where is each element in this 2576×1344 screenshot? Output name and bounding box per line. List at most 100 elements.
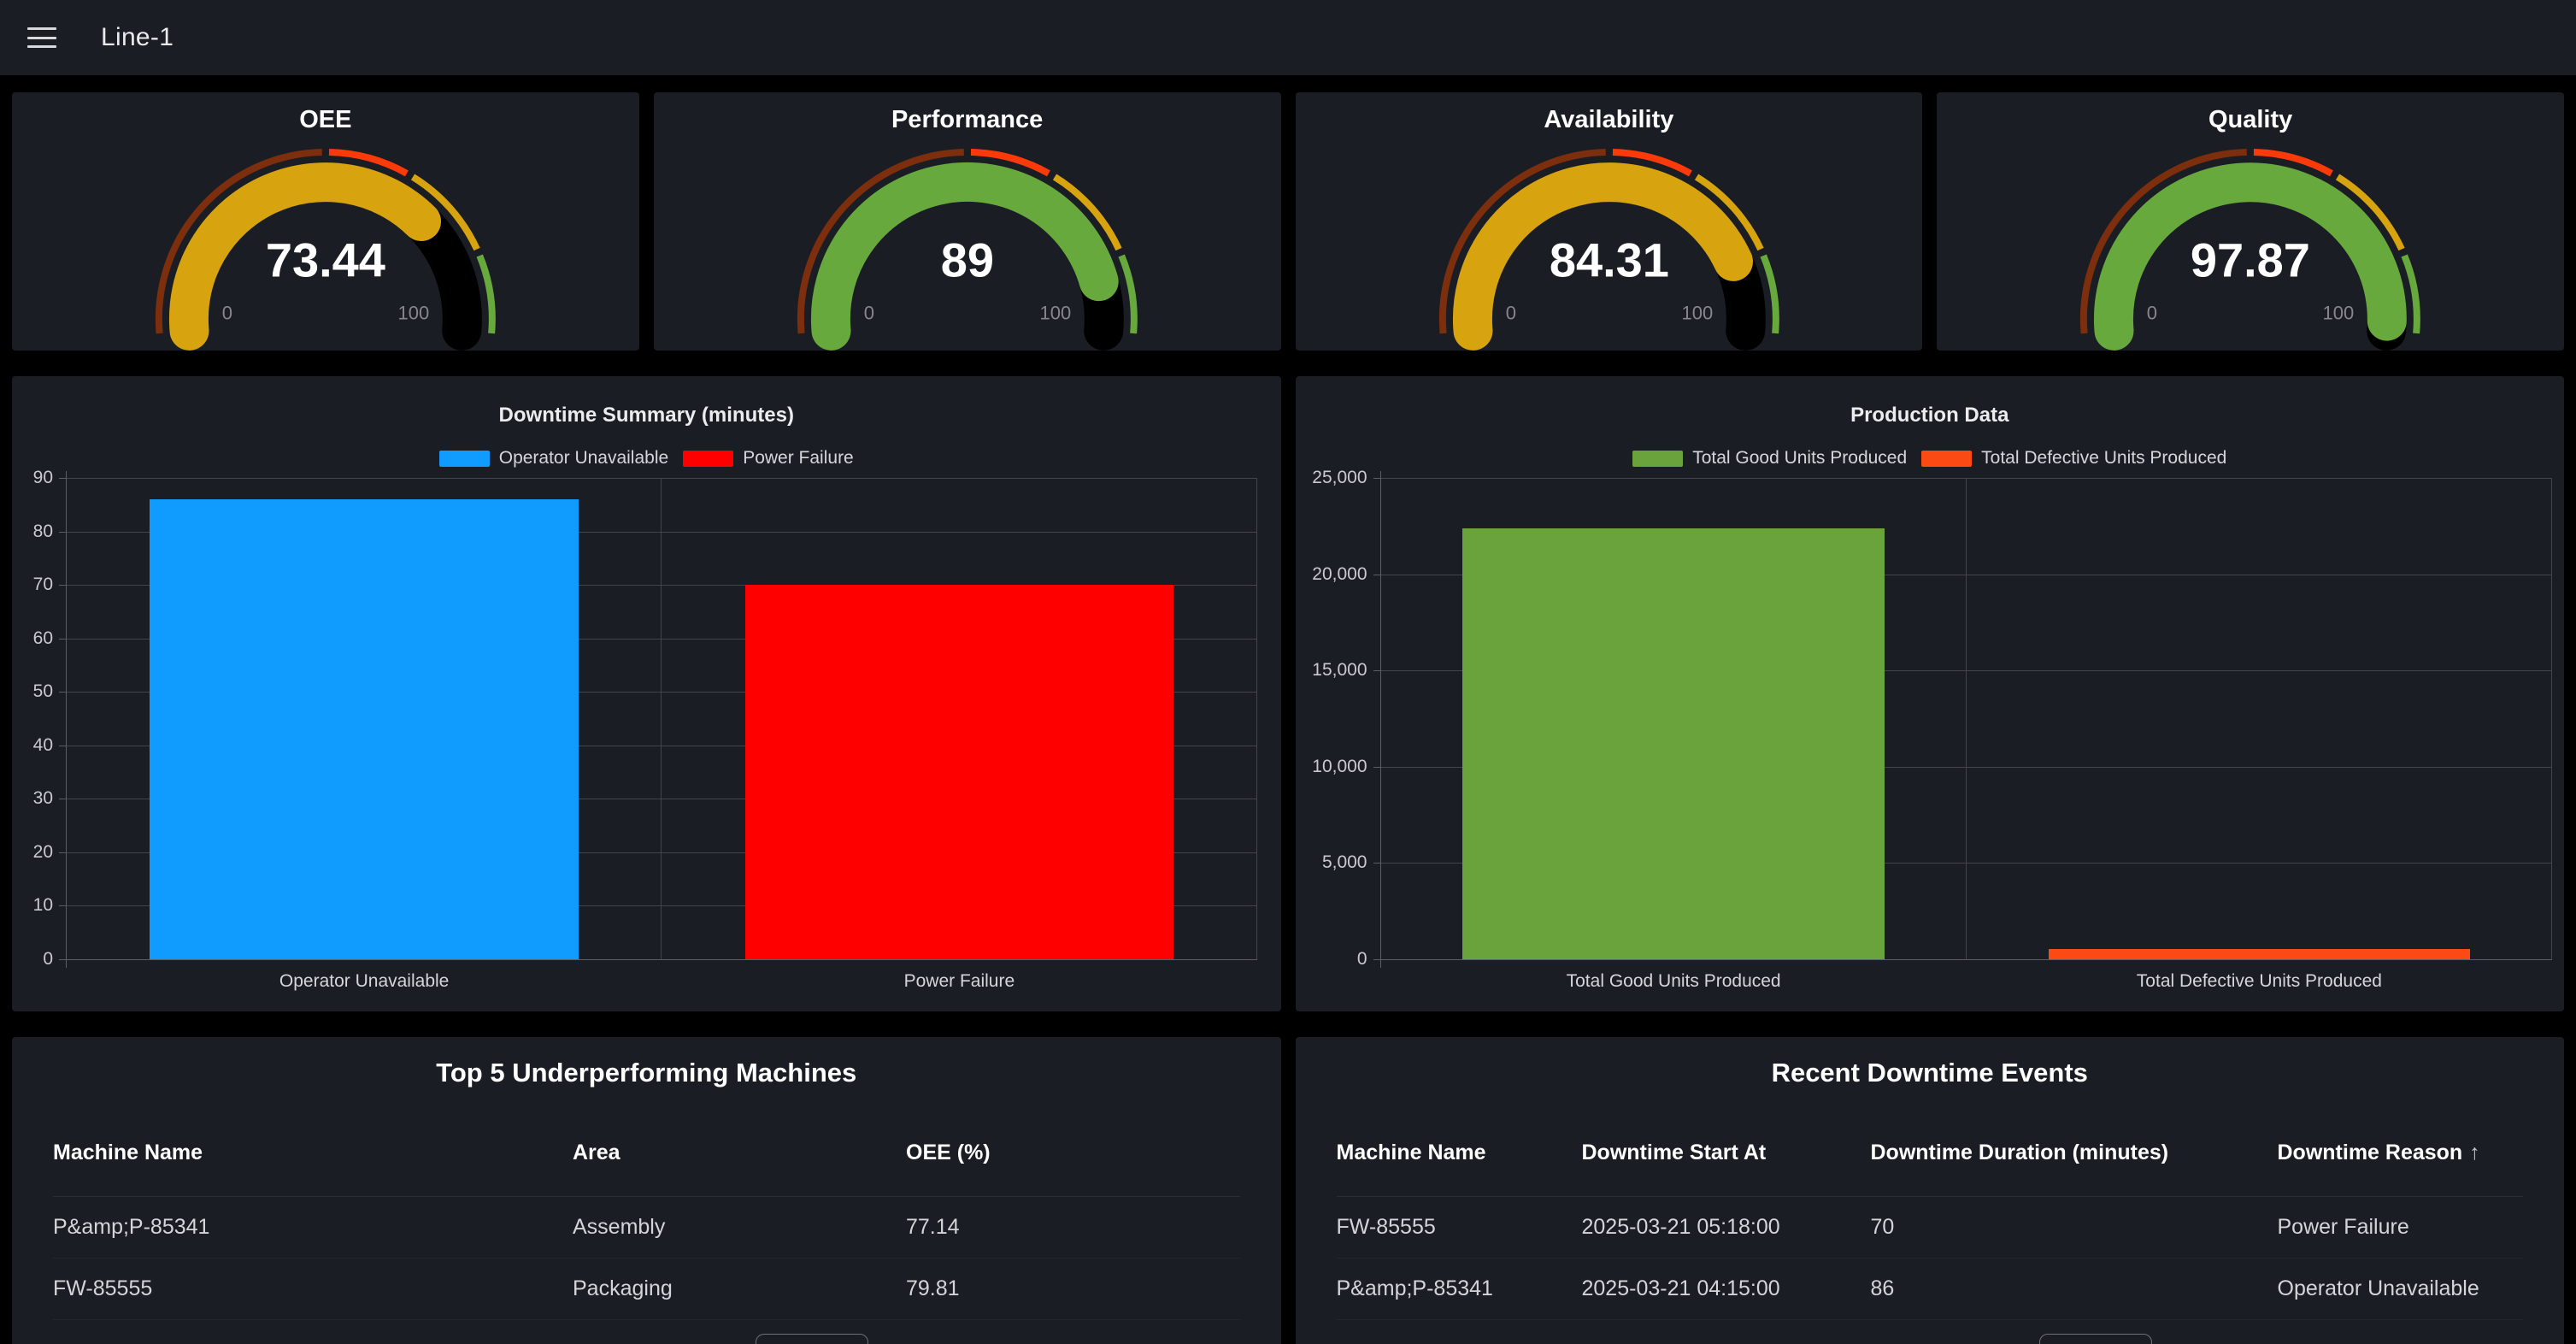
performance-gauge: 89 0 100 (797, 149, 1138, 351)
table-cell: Packaging (573, 1276, 673, 1300)
panel-title[interactable]: OEE (299, 106, 352, 133)
y-tick (59, 905, 67, 907)
gauge-min-label: 0 (1505, 302, 1515, 323)
gauge-value-arc (2094, 162, 2408, 351)
pagination-button[interactable] (756, 1334, 868, 1344)
chart-legend: Total Good Units Produced Total Defective… (1296, 448, 2565, 469)
column-header-machine-name[interactable]: Machine Name (53, 1140, 203, 1164)
x-category-label: Total Defective Units Produced (2136, 971, 2382, 991)
quality-gauge: 97.87 0 100 (2080, 149, 2421, 351)
gauge-panel-availability: Availability 84.31 0 100 (1295, 92, 1923, 351)
panel-title[interactable]: Production Data (1850, 404, 2009, 427)
table-header-row: Machine Name Downtime Start At Downtime Du… (1336, 1109, 2523, 1197)
legend-swatch (1921, 450, 1973, 467)
x-gridline (1256, 478, 1257, 959)
y-axis-line (66, 471, 67, 968)
legend-label: Total Good Units Produced (1692, 448, 1908, 468)
panel-title[interactable]: Availability (1544, 106, 1674, 133)
y-tick (1373, 670, 1381, 672)
table-cell: 70 (1870, 1215, 1895, 1239)
column-header-downtime-duration-minutes-[interactable]: Downtime Duration (minutes) (1870, 1140, 2169, 1164)
y-tick (59, 638, 67, 640)
column-header-machine-name[interactable]: Machine Name (1336, 1140, 1486, 1164)
y-tick-label: 80 (32, 521, 53, 541)
table-row: FW-85555 2025-03-21 05:18:00 70 Power Failu… (1336, 1197, 2523, 1259)
table-cell: P&amp;P-85341 (53, 1215, 210, 1239)
y-tick-label: 5,000 (1321, 852, 1367, 873)
panel-title[interactable]: Downtime Summary (minutes) (498, 404, 794, 427)
column-header-downtime-start-at[interactable]: Downtime Start At (1581, 1140, 1767, 1164)
gauge-value-text: 73.44 (266, 233, 385, 286)
legend-item[interactable]: Operator Unavailable (438, 448, 669, 469)
gauge-value-arc (810, 162, 1119, 351)
y-tick-label: 70 (32, 575, 53, 595)
top5-machines-panel: Top 5 Underperforming Machines Machine N… (12, 1037, 1281, 1344)
table-cell: 77.14 (906, 1215, 960, 1239)
column-header-oee-[interactable]: OEE (%) (906, 1140, 991, 1164)
table-row: P&amp;P-85341 Assembly 77.14 (53, 1197, 1240, 1259)
legend-label: Operator Unavailable (498, 448, 669, 468)
chart-legend: Operator Unavailable Power Failure (12, 448, 1281, 469)
y-tick (59, 531, 67, 533)
y-axis-line (1379, 471, 1381, 968)
legend-item[interactable]: Power Failure (683, 448, 854, 469)
y-tick-label: 0 (1356, 949, 1367, 969)
oee-gauge: 73.44 0 100 (155, 149, 496, 351)
y-tick (1373, 863, 1381, 864)
recent-downtime-panel: Recent Downtime Events Machine Name Downt… (1295, 1037, 2565, 1344)
gauge-threshold-arc (2254, 149, 2334, 177)
production-data-panel: Production Data Total Good Units Produce… (1295, 376, 2565, 1011)
gauge-threshold-arc (797, 149, 964, 334)
gauge-threshold-arc (1694, 174, 1764, 251)
y-tick-label: 30 (32, 788, 53, 809)
legend-swatch (438, 450, 490, 467)
column-header-area[interactable]: Area (573, 1140, 620, 1164)
y-gridline (67, 852, 1257, 853)
y-tick-label: 50 (32, 681, 53, 702)
y-gridline (1380, 959, 2552, 960)
panel-title[interactable]: Top 5 Underperforming Machines (436, 1058, 857, 1088)
panel-title[interactable]: Quality (2208, 106, 2293, 133)
y-gridline (67, 959, 1257, 960)
y-tick-label: 10,000 (1312, 756, 1367, 776)
gauge-min-label: 0 (2147, 302, 2157, 323)
table-row: P&amp;P-85341 2025-03-21 04:15:00 86 Operat… (1336, 1259, 2523, 1320)
panel-title[interactable]: Recent Downtime Events (1771, 1058, 2088, 1088)
y-tick (59, 585, 67, 587)
arrow-up-icon: ↑ (2469, 1140, 2480, 1164)
gauge-max-label: 100 (1039, 302, 1071, 323)
table-cell: 86 (1870, 1276, 1895, 1300)
table-cell: FW-85555 (1336, 1215, 1436, 1239)
gauge-panel-performance: Performance 89 0 100 (653, 92, 1281, 351)
recent-downtime-table: Machine Name Downtime Start At Downtime Du… (1296, 1109, 2565, 1320)
column-header-downtime-reason[interactable]: Downtime Reason ↑ (2277, 1140, 2480, 1164)
gauge-threshold-arc (1052, 174, 1122, 251)
y-gridline (1380, 766, 2552, 768)
availability-gauge: 84.31 0 100 (1438, 149, 1779, 351)
x-gridline (2551, 478, 2552, 959)
y-tick (1373, 959, 1381, 960)
table-cell: FW-85555 (53, 1276, 153, 1300)
gauge-max-label: 100 (397, 302, 429, 323)
gauge-threshold-arc (328, 149, 409, 177)
legend-item[interactable]: Total Defective Units Produced (1921, 448, 2226, 469)
legend-label: Total Defective Units Produced (1981, 448, 2227, 468)
gauge-threshold-arc (410, 174, 480, 251)
panel-title[interactable]: Performance (891, 106, 1044, 133)
y-tick-label: 25,000 (1312, 468, 1367, 487)
legend-item[interactable]: Total Good Units Produced (1632, 448, 1907, 469)
gauge-value-text: 89 (940, 233, 993, 286)
gauge-min-label: 0 (864, 302, 874, 323)
gauge-max-label: 100 (1681, 302, 1713, 323)
table-cell: Operator Unavailable (2277, 1276, 2479, 1300)
gauge-min-label: 0 (222, 302, 232, 323)
y-gridline (1380, 863, 2552, 864)
top5-machines-table: Machine Name Area OEE (%) P&amp;P-85341 Asse… (12, 1109, 1281, 1320)
y-gridline (67, 692, 1257, 693)
bar-total-good-units-produced (1462, 528, 1885, 959)
gauge-threshold-arc (2080, 149, 2248, 334)
pagination-button[interactable] (2038, 1334, 2152, 1344)
table-row: FW-85555 Packaging 79.81 (53, 1259, 1240, 1320)
hamburger-icon[interactable] (27, 27, 56, 48)
y-tick-label: 20,000 (1312, 563, 1367, 584)
